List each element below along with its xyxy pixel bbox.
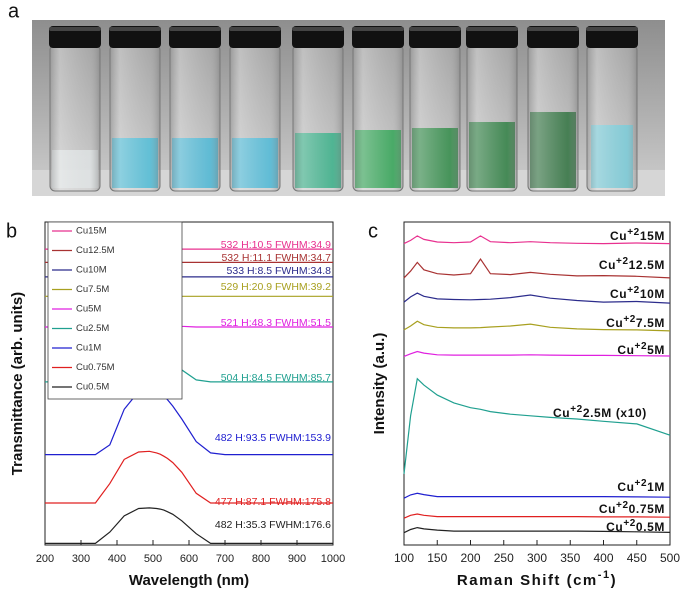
series-line bbox=[403, 292, 671, 304]
x-tick-label: 600 bbox=[180, 553, 198, 565]
legend-label: Cu5M bbox=[76, 304, 101, 315]
peak-annotation: 482 H:35.3 FWHM:176.6 bbox=[215, 519, 331, 531]
series-label-part: +2 bbox=[635, 341, 648, 352]
x-tick-label: 200 bbox=[460, 551, 480, 565]
series-label-part: Cu bbox=[617, 480, 634, 494]
series-label-part: 2.5M (x10) bbox=[583, 406, 647, 420]
series-label-part: +2 bbox=[570, 404, 583, 415]
x-tick-label: 300 bbox=[72, 553, 90, 565]
x-axis-title-part: -1 bbox=[598, 569, 611, 581]
panel-label: b bbox=[6, 220, 17, 242]
x-tick-label: 900 bbox=[288, 553, 306, 565]
legend-label: Cu7.5M bbox=[76, 284, 109, 295]
series-label: Cu+20.5M bbox=[606, 518, 665, 535]
series-label-part: +2 bbox=[616, 500, 629, 511]
series-label-part: +2 bbox=[627, 227, 640, 238]
photo bbox=[32, 20, 665, 196]
peak-annotation: 521 H:48.3 FWHM:51.5 bbox=[221, 317, 331, 329]
x-tick-label: 1000 bbox=[321, 553, 345, 565]
x-tick-label: 500 bbox=[660, 551, 680, 565]
peak-annotation: 532 H:10.5 FWHM:34.9 bbox=[221, 239, 331, 251]
series-label-part: 0.75M bbox=[629, 502, 665, 516]
series-line bbox=[45, 507, 333, 544]
series-line bbox=[403, 513, 671, 519]
legend-label: Cu1M bbox=[76, 343, 101, 354]
x-axis-title: Wavelength (nm) bbox=[129, 572, 249, 589]
legend-box bbox=[47, 221, 183, 400]
x-tick-label: 500 bbox=[144, 553, 162, 565]
series-label: Cu+25M bbox=[617, 341, 665, 358]
peak-annotation: 504 H:84.5 FWHM:85.7 bbox=[221, 372, 331, 384]
series-label: Cu+20.75M bbox=[599, 500, 665, 517]
x-tick-label: 450 bbox=[627, 551, 647, 565]
series-label-part: +2 bbox=[635, 478, 648, 489]
series-line bbox=[403, 492, 671, 499]
x-tick-label: 150 bbox=[427, 551, 447, 565]
x-tick-label: 700 bbox=[216, 553, 234, 565]
series-line bbox=[403, 377, 671, 474]
series-line bbox=[403, 235, 671, 245]
series-label-part: Cu bbox=[606, 316, 623, 330]
x-tick-label: 200 bbox=[36, 553, 54, 565]
x-tick-label: 250 bbox=[494, 551, 514, 565]
series-label-part: Cu bbox=[606, 520, 623, 534]
x-tick-label: 100 bbox=[394, 551, 414, 565]
series-label-part: +2 bbox=[616, 256, 629, 267]
x-tick-label: 400 bbox=[593, 551, 613, 565]
series-label-part: Cu bbox=[610, 229, 627, 243]
x-tick-label: 350 bbox=[560, 551, 580, 565]
series-label-part: 0.5M bbox=[636, 520, 665, 534]
series-label: Cu+21M bbox=[617, 478, 665, 495]
series-label-part: 7.5M bbox=[636, 316, 665, 330]
x-axis-title: Raman Shift (cm-1) bbox=[457, 569, 617, 589]
series-label-part: +2 bbox=[623, 314, 636, 325]
legend-label: Cu0.75M bbox=[76, 362, 115, 373]
series-label-part: Cu bbox=[553, 406, 570, 420]
y-axis-title: Intensity (a.u.) bbox=[371, 333, 388, 435]
series-label: Cu+215M bbox=[610, 227, 665, 244]
y-axis-title: Transmittance (arb. units) bbox=[9, 292, 26, 475]
panel-label: a bbox=[8, 0, 20, 22]
x-axis-title-part: ) bbox=[611, 572, 618, 589]
series-label-part: 1M bbox=[647, 480, 665, 494]
series-label-part: 15M bbox=[640, 229, 665, 243]
peak-annotation: 533 H:8.5 FWHM:34.8 bbox=[227, 265, 332, 277]
x-axis-title-part: Raman Shift (cm bbox=[457, 572, 598, 589]
panel-label: c bbox=[368, 220, 378, 242]
x-tick-label: 800 bbox=[252, 553, 270, 565]
legend-label: Cu15M bbox=[76, 226, 107, 237]
series-line bbox=[403, 320, 671, 332]
legend-label: Cu12.5M bbox=[76, 245, 115, 256]
series-label-part: 12.5M bbox=[629, 258, 665, 272]
series-label-part: Cu bbox=[599, 258, 616, 272]
series-line bbox=[45, 389, 333, 456]
series-label: Cu+212.5M bbox=[599, 256, 665, 273]
series-line bbox=[45, 450, 333, 504]
series-line bbox=[403, 258, 671, 279]
series-label: Cu+22.5M (x10) bbox=[553, 404, 647, 421]
legend-label: Cu2.5M bbox=[76, 323, 109, 334]
series-line bbox=[403, 350, 671, 357]
series-label: Cu+27.5M bbox=[606, 314, 665, 331]
series-label: Cu+210M bbox=[610, 285, 665, 302]
peak-annotation: 477 H:87.1 FWHM:175.8 bbox=[215, 496, 331, 508]
x-tick-label: 400 bbox=[108, 553, 126, 565]
series-label-part: +2 bbox=[623, 518, 636, 529]
x-tick-label: 300 bbox=[527, 551, 547, 565]
series-label-part: +2 bbox=[627, 285, 640, 296]
peak-annotation: 529 H:20.9 FWHM:39.2 bbox=[221, 281, 331, 293]
series-line bbox=[403, 526, 671, 534]
series-label-part: 10M bbox=[640, 287, 665, 301]
series-label-part: Cu bbox=[610, 287, 627, 301]
peak-annotation: 482 H:93.5 FWHM:153.9 bbox=[215, 432, 331, 444]
legend-label: Cu10M bbox=[76, 265, 107, 276]
series-label-part: Cu bbox=[617, 343, 634, 357]
series-label-part: Cu bbox=[599, 502, 616, 516]
peak-annotation: 532 H:11.1 FWHM:34.7 bbox=[221, 252, 331, 264]
series-label-part: 5M bbox=[647, 343, 665, 357]
legend-label: Cu0.5M bbox=[76, 382, 109, 393]
